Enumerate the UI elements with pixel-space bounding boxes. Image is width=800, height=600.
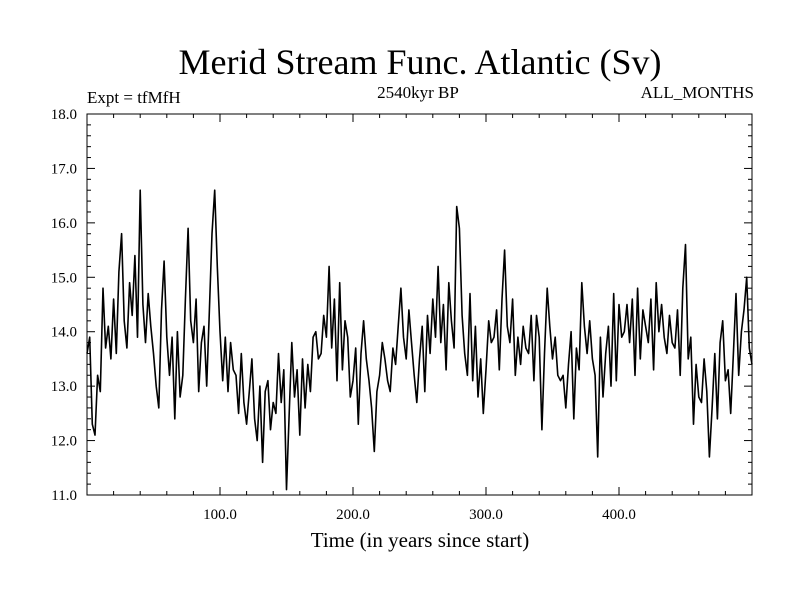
chart-title: Merid Stream Func. Atlantic (Sv)	[179, 42, 662, 82]
plot-frame	[86, 113, 753, 496]
y-tick-label: 17.0	[51, 161, 77, 177]
x-tick-label: 100.0	[203, 507, 237, 523]
series-layer	[86, 189, 753, 491]
series-line	[86, 189, 753, 491]
x-axis-label: Time (in years since start)	[311, 528, 530, 552]
y-tick-label: 15.0	[51, 270, 77, 286]
x-tick-label: 400.0	[602, 507, 636, 523]
axis-ticks: 11.0 12.0 13.0 14.0 15.0 16.0 17.0 18.0 100.0 200…	[51, 107, 752, 523]
period-label: 2540kyr BP	[377, 83, 459, 102]
y-tick-label: 11.0	[51, 488, 77, 504]
x-tick-label: 200.0	[336, 507, 370, 523]
months-label: ALL_MONTHS	[641, 83, 754, 102]
x-tick-label: 300.0	[469, 507, 503, 523]
y-tick-label: 18.0	[51, 107, 77, 123]
experiment-label: Expt = tfMfH	[87, 88, 181, 107]
y-tick-label: 12.0	[51, 434, 77, 450]
y-tick-label: 14.0	[51, 325, 77, 341]
y-tick-label: 16.0	[51, 216, 77, 232]
y-tick-label: 13.0	[51, 379, 77, 395]
